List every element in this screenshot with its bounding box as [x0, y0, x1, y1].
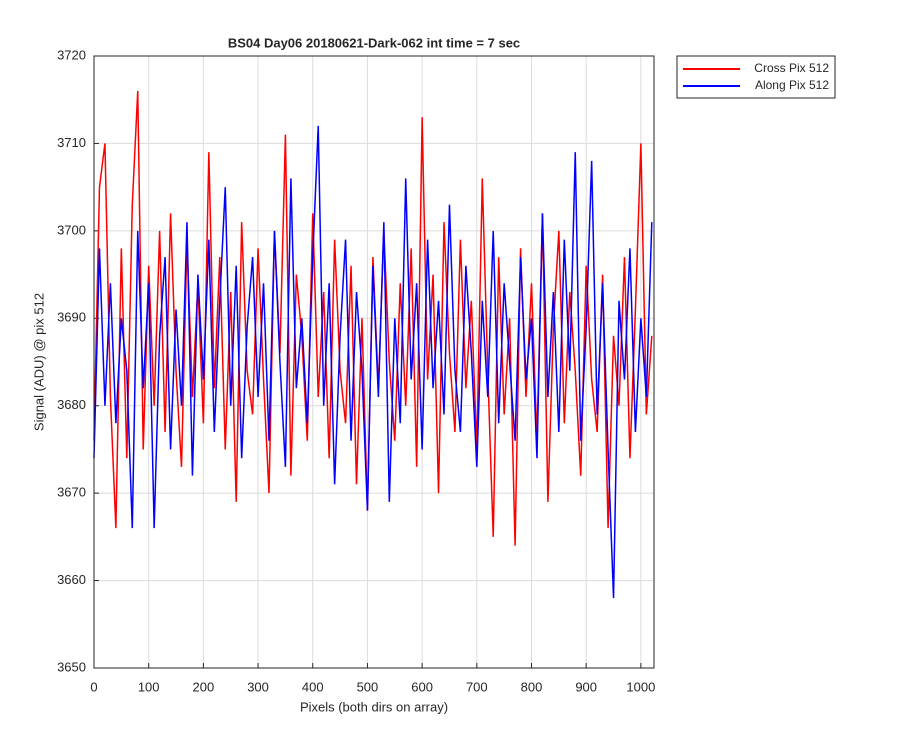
y-tick-label: 3690: [57, 310, 86, 325]
chart-title: BS04 Day06 20180621-Dark-062 int time = …: [228, 35, 520, 50]
x-tick-label: 500: [357, 679, 379, 694]
x-axis-label: Pixels (both dirs on array): [300, 699, 448, 714]
y-tick-label: 3660: [57, 572, 86, 587]
x-tick-label: 200: [193, 679, 215, 694]
y-tick-label: 3650: [57, 659, 86, 674]
x-tick-label: 900: [575, 679, 597, 694]
legend: Cross Pix 512 Along Pix 512: [676, 55, 836, 99]
x-tick-label: 700: [466, 679, 488, 694]
y-axis-label: Signal (ADU) @ pix 512: [31, 293, 46, 431]
x-tick-label: 800: [521, 679, 543, 694]
grid: [93, 55, 654, 669]
x-tick-label: 400: [302, 679, 324, 694]
y-tick-label: 3670: [57, 485, 86, 500]
x-tick-label: 0: [90, 679, 97, 694]
axes-box: [93, 55, 655, 669]
x-tick-label: 1000: [626, 679, 655, 694]
legend-box: [676, 55, 836, 99]
y-tick-label: 3700: [57, 222, 86, 237]
y-tick-label: 3720: [57, 47, 86, 62]
x-tick-label: 100: [138, 679, 160, 694]
legend-label: Cross Pix 512: [754, 61, 829, 75]
y-tick-label: 3710: [57, 135, 86, 150]
y-tick-label: 3680: [57, 397, 86, 412]
legend-label: Along Pix 512: [755, 78, 829, 92]
x-tick-label: 300: [247, 679, 269, 694]
series-line: [93, 125, 653, 599]
plot-area: [93, 90, 653, 599]
x-tick-label: 600: [411, 679, 433, 694]
